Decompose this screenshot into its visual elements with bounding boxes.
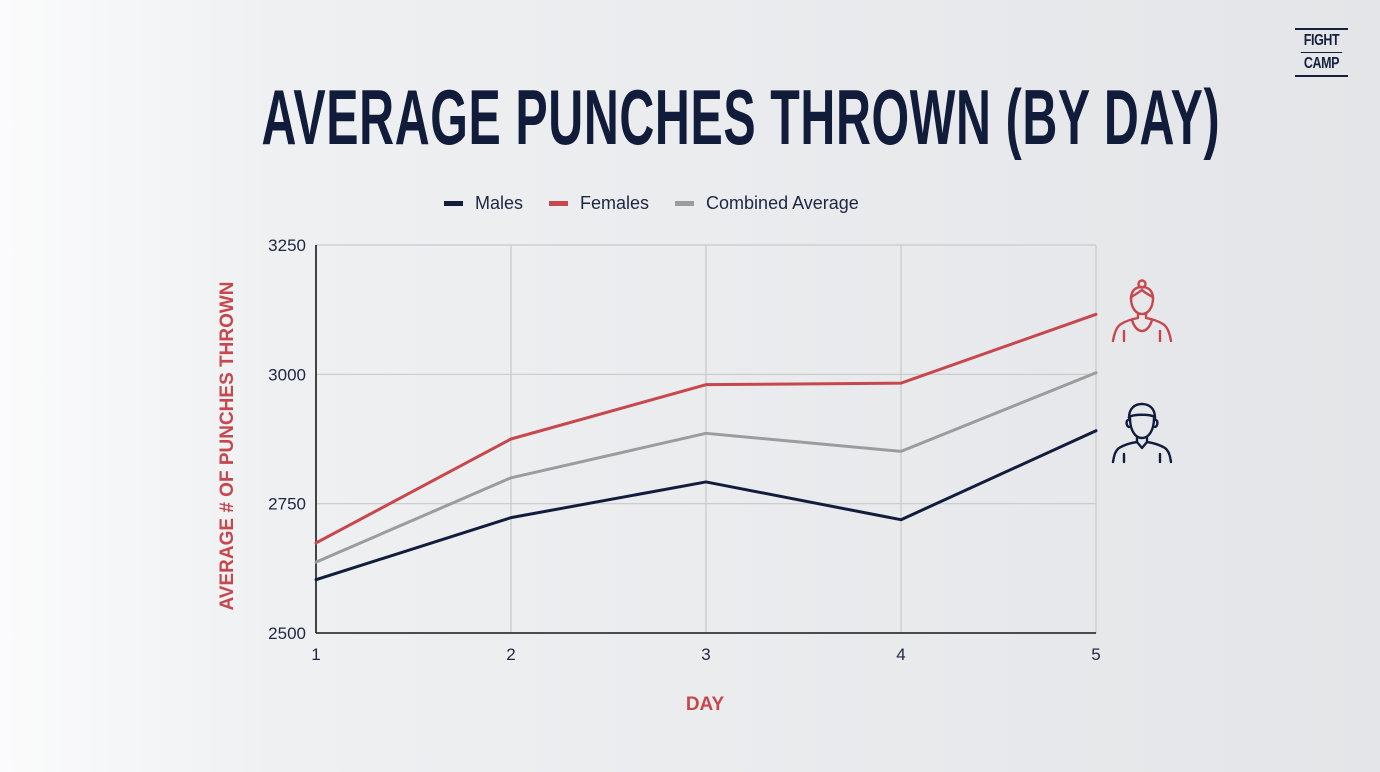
female-boxer-icon [1111,279,1173,343]
logo-line-2: CAMP [1303,55,1340,72]
x-axis-label: DAY [686,694,725,715]
series-line-females [314,312,1098,545]
chart-legend: Males Females Combined Average [444,192,859,214]
chart-series [314,312,1098,582]
y-tick-label: 2500 [268,624,306,643]
y-tick-label: 3000 [268,365,306,384]
chart-axes: 2500 2750 3000 3250 1 2 3 4 5 [268,236,1101,664]
y-axis-label: AVERAGE # OF PUNCHES THROWN [217,281,238,610]
y-tick-label: 2750 [268,495,306,514]
male-boxer-icon [1111,402,1173,464]
legend-item-females: Females [549,193,649,214]
legend-item-combined: Combined Average [675,193,859,214]
legend-swatch-females [549,200,569,206]
legend-label-females: Females [580,192,650,213]
legend-item-males: Males [444,193,523,214]
legend-swatch-combined [675,200,695,206]
fightcamp-logo: FIGHT CAMP [1295,28,1348,77]
legend-label-combined: Combined Average [706,192,859,213]
legend-label-males: Males [475,192,524,213]
x-tick-label: 3 [701,645,710,664]
x-tick-label: 2 [506,645,515,664]
series-line-males [314,429,1098,582]
x-tick-label: 5 [1091,645,1100,664]
chart-grid [315,244,1097,634]
chart-labels: DAY AVERAGE # OF PUNCHES THROWN [217,281,725,715]
chart-title: AVERAGE PUNCHES THROWN (BY DAY) [261,73,1221,161]
series-line-combined-average [314,371,1098,564]
legend-swatch-males [444,200,463,206]
logo-line-1: FIGHT [1300,30,1343,53]
x-tick-label: 4 [896,645,905,664]
y-tick-label: 3250 [268,236,306,255]
x-tick-label: 1 [311,645,320,664]
